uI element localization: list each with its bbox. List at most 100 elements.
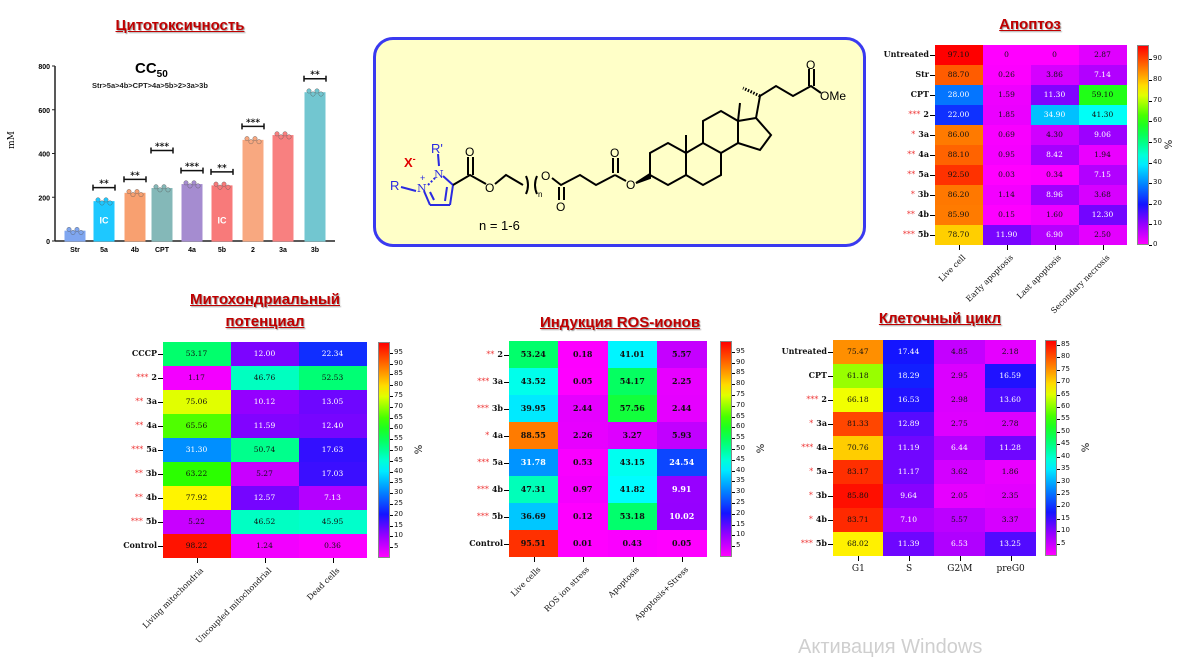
colorbar-tick-label: 85 [736,368,745,377]
heatmap-cell: 7.14 [1078,64,1127,85]
n-range-label: n = 1-6 [479,218,520,233]
row-label: *** 2 [806,394,827,404]
row-tick [504,435,509,437]
heatmap-cell: 3.68 [1078,184,1127,205]
row-tick [158,354,163,355]
data-point [126,189,132,194]
colorbar-unit-label: % [1161,139,1173,150]
mito-title-line1: Митохондриальный [190,291,340,308]
heatmap-cell: 85.90 [934,204,983,225]
heatmap-cell: 31.78 [508,448,558,476]
heatmap-cell: 6.90 [1030,224,1079,245]
colorbar-tick-label: 60 [394,423,403,432]
column-tick [1103,245,1104,250]
significance-stars: * [809,419,814,428]
row-label: * 3b [911,189,929,199]
colorbar-tick [1057,469,1060,471]
row-label: *** 5a [477,457,503,467]
ros-colorbar [720,341,732,557]
heatmap-cell: 70.76 [832,435,884,460]
column-tick [959,245,960,250]
row-tick [930,155,935,156]
heatmap-cell: 39.95 [508,394,558,422]
colorbar-tick-label: 55 [394,434,403,443]
colorbar-tick [732,449,735,450]
row-label: *** 3b [477,403,503,413]
colorbar-tick [732,459,735,461]
x-tick-label: 5b [218,247,226,254]
heatmap-cell: 12.00 [230,341,299,366]
colorbar-tick-label: 70 [1061,377,1070,386]
plus-charge: + [420,173,425,183]
colorbar-tick-label: 75 [1061,364,1070,373]
apoptosis-colorbar [1137,45,1149,245]
pyrazolium-ring [400,153,454,206]
row-tick [504,543,509,545]
heatmap-cell: 11.30 [1030,84,1079,105]
row-tick [158,522,163,523]
colorbar-tick [1057,407,1060,409]
significance-stars: ** [907,150,916,159]
significance-stars: *** [131,445,144,454]
row-label: ** 3a [135,396,157,406]
data-point [157,187,163,193]
n-subscript: n [538,190,542,199]
colorbar-tick-label: 90 [1153,54,1162,63]
significance-stars: ** [486,349,495,359]
row-tick [828,520,833,521]
row-label: *** 5b [903,229,929,239]
row-label: ** 4a [135,420,157,430]
colorbar-tick [1057,531,1060,533]
heatmap-cell: 1.59 [982,84,1031,105]
heatmap-cell: 53.18 [607,502,657,530]
colorbar-tick-label: 65 [736,411,745,420]
heatmap-cell: 0.03 [982,164,1031,185]
row-name: 5b [491,510,503,521]
heatmap-cell: 46.52 [230,509,299,534]
heatmap-cell: 4.85 [934,339,985,364]
colorbar-tick-label: 30 [394,488,403,497]
y-axis-label: mM [7,131,17,149]
column-label: Live cell [936,253,968,284]
heatmap-cell: 11.90 [982,224,1031,245]
row-label: Str [915,69,929,79]
colorbar-tick [732,535,735,537]
heatmap-cell: 66.18 [832,387,884,412]
heatmap-cell: 2.18 [984,339,1036,364]
data-point [248,139,254,145]
heatmap-cell: 17.44 [883,339,934,364]
colorbar-tick-label: 65 [1061,389,1070,398]
bar-3a [272,135,294,242]
heatmap-cell: 1.17 [162,365,231,390]
heatmap-cell: 52.53 [298,365,367,390]
significance-stars: *** [908,110,921,119]
significance-stars: *** [246,118,260,128]
row-name: 5a [492,456,503,467]
significance-stars: ** [310,71,320,81]
heatmap-cell: 2.98 [934,387,985,412]
bar-inner-label: IC [100,216,110,226]
colorbar-tick [390,428,393,430]
x-tick-label: 3a [279,247,287,254]
data-point [130,192,136,198]
y-tick-label: 800 [38,64,50,71]
bar-2 [242,139,264,242]
heatmap-cell: 7.10 [883,507,934,532]
row-label: CCCP [132,348,157,358]
heatmap-cell: 63.22 [162,461,231,486]
bar-3b [304,92,326,242]
row-tick [504,489,509,491]
column-label: Last apoptosis [1015,253,1064,301]
ome-label: OMe [820,89,846,103]
row-name: 4b [917,209,929,219]
column-tick [1007,245,1008,250]
row-name: Control [469,537,503,548]
cellcycle-colorbar [1045,340,1057,556]
cellcycle-heatmap: 75.47 17.44 4.85 2.18 61.18 18.29 2.95 16.59 66.… [832,339,1036,556]
data-point [221,181,227,187]
heatmap-cell: 54.17 [607,367,657,395]
n-plus-label: N [417,182,427,195]
heatmap-cell: 0 [1030,44,1079,65]
heatmap-cell: 9.91 [657,475,707,503]
column-label: Living mitochondria [141,566,206,631]
